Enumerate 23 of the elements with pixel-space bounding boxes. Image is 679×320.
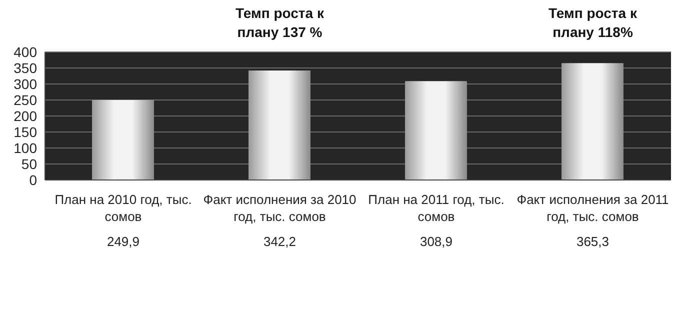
y-tick-label: 250	[14, 92, 38, 108]
y-tick-label: 300	[14, 76, 38, 92]
bar	[248, 70, 310, 180]
y-tick-label: 50	[21, 156, 38, 172]
x-tick-label: План на 2010 год, тыс. сомов	[54, 192, 192, 224]
x-tick-label: План на 2011 год, тыс. сомов	[368, 192, 504, 224]
bar	[405, 81, 467, 180]
data-label: 365,3	[576, 234, 610, 249]
y-tick-label: 200	[14, 108, 38, 124]
y-tick-label: 100	[14, 140, 38, 156]
y-tick-label: 150	[14, 124, 38, 140]
x-tick-label: Факт исполнения за 2011 год, тыс. сомов	[516, 192, 669, 224]
text: Темп роста к плану 118%	[548, 5, 638, 40]
y-tick-label: 0	[29, 172, 38, 188]
x-tick-label: Факт исполнения за 2010 год, тыс. сомов	[203, 192, 356, 224]
bar	[92, 100, 154, 180]
bar	[562, 63, 624, 180]
data-label: 308,9	[420, 234, 453, 249]
data-label: 342,2	[263, 234, 296, 249]
data-label: 249,9	[106, 234, 140, 249]
text: Темп роста к плану 137 %	[236, 5, 325, 40]
y-tick-label: 400	[14, 44, 38, 60]
y-tick-label: 350	[14, 60, 38, 76]
